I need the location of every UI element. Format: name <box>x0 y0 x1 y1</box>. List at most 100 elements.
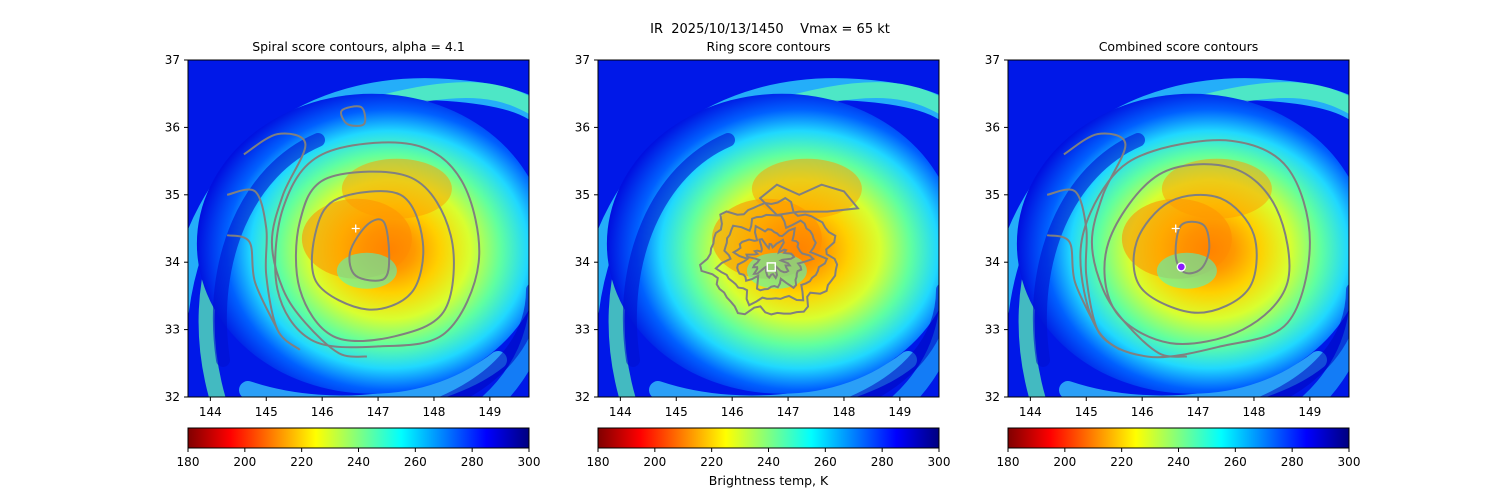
contour-ring-1 <box>1174 220 1211 275</box>
contour-arm-2 <box>226 188 301 351</box>
y-tick-label: 37 <box>985 53 1000 67</box>
colorbar-gradient <box>597 427 940 449</box>
y-tick-label: 37 <box>165 53 180 67</box>
combined-center-circle-marker <box>1176 262 1186 272</box>
colorbar-tick-label: 240 <box>347 455 370 469</box>
ring-contour-1 <box>745 237 796 280</box>
y-tick-label: 37 <box>575 53 590 67</box>
satellite-image <box>188 60 529 397</box>
colorbar-tick-label: 240 <box>757 455 780 469</box>
colorbar-tick-label: 240 <box>1167 455 1190 469</box>
x-tick-label: 147 <box>777 405 800 419</box>
colorbar-tick-label: 260 <box>404 455 427 469</box>
colorbar: 180 200 220 240 260 280 300 <box>997 427 1361 469</box>
colorbar-gradient <box>1007 427 1350 449</box>
colorbar-tick-label: 300 <box>518 455 541 469</box>
x-tick-label: 149 <box>478 405 501 419</box>
x-tick-label: 144 <box>609 405 632 419</box>
axes-frame <box>597 59 940 398</box>
x-tick-label: 145 <box>1075 405 1098 419</box>
ring-center-square-marker <box>766 262 777 272</box>
contour-arm-3 <box>226 234 279 331</box>
x-tick-label: 146 <box>721 405 744 419</box>
colorbar-tick-label: 200 <box>233 455 256 469</box>
x-tick-label: 147 <box>367 405 390 419</box>
colorbar-tick-label: 260 <box>814 455 837 469</box>
y-tick-label: 36 <box>165 120 180 134</box>
contour-island <box>340 105 367 127</box>
center-plus-marker <box>1171 224 1180 233</box>
ring-contour-lobe <box>758 183 860 217</box>
y-tick-label: 32 <box>575 390 590 404</box>
y-tick-label: 36 <box>575 120 590 134</box>
colorbar-tick-label: 280 <box>871 455 894 469</box>
colorbar-tick-label: 220 <box>290 455 313 469</box>
colorbar-tick-label: 280 <box>1281 455 1304 469</box>
contour-arm-2 <box>1046 188 1121 351</box>
panel-1: 144 145 146 147 148 149 32 33 34 35 36 37 Spiral sco… <box>165 39 541 469</box>
contour-arm-1 <box>1063 132 1188 358</box>
panel-title: Spiral score contours, alpha = 4.1 <box>252 39 465 54</box>
x-tick-label: 144 <box>199 405 222 419</box>
colorbar: 180 200 220 240 260 280 300 Brightness temp, K <box>587 427 951 488</box>
panel-title: Ring score contours <box>706 39 830 54</box>
contour-ring-4 <box>1079 139 1311 359</box>
satellite-image <box>598 60 939 397</box>
contour-arm-1 <box>243 132 368 358</box>
y-tick-label: 34 <box>575 255 590 269</box>
colorbar-tick-label: 220 <box>1110 455 1133 469</box>
contour-arm-3 <box>1046 234 1099 331</box>
colorbar-tick-label: 300 <box>1338 455 1361 469</box>
y-tick-label: 35 <box>985 188 1000 202</box>
colorbar-tick-label: 260 <box>1224 455 1247 469</box>
colorbar-tick-label: 220 <box>700 455 723 469</box>
score-contours <box>226 105 481 358</box>
colorbar-tick-label: 180 <box>587 455 610 469</box>
y-tick-label: 33 <box>165 323 180 337</box>
colorbar-tick-label: 200 <box>1053 455 1076 469</box>
axes-frame <box>187 59 530 398</box>
x-tick-label: 149 <box>1298 405 1321 419</box>
y-tick-label: 33 <box>985 323 1000 337</box>
y-tick-label: 32 <box>165 390 180 404</box>
panel-3: 144 145 146 147 148 149 32 33 34 35 36 37 Combined s… <box>985 39 1361 469</box>
x-tick-label: 148 <box>833 405 856 419</box>
colorbar-tick-label: 180 <box>177 455 200 469</box>
colorbar-label: Brightness temp, K <box>709 473 829 488</box>
contour-ring-4 <box>274 141 481 349</box>
contour-ring-2 <box>310 190 425 311</box>
score-contours <box>698 183 860 316</box>
panel-2: 144 145 146 147 148 149 32 33 34 35 36 37 Ring score… <box>575 39 951 488</box>
score-contours <box>1046 132 1311 359</box>
colorbar-tick-label: 280 <box>461 455 484 469</box>
contour-ring-2 <box>1132 193 1258 314</box>
x-tick-label: 147 <box>1187 405 1210 419</box>
y-tick-label: 32 <box>985 390 1000 404</box>
x-tick-label: 145 <box>255 405 278 419</box>
x-tick-label: 148 <box>423 405 446 419</box>
x-tick-label: 145 <box>665 405 688 419</box>
colorbar-tick-label: 300 <box>928 455 951 469</box>
y-tick-label: 35 <box>575 188 590 202</box>
x-tick-label: 146 <box>1131 405 1154 419</box>
contour-ring-1 <box>348 218 391 282</box>
ring-contour-3 <box>714 213 829 307</box>
colorbar-tick-label: 200 <box>643 455 666 469</box>
x-tick-label: 144 <box>1019 405 1042 419</box>
y-tick-label: 33 <box>575 323 590 337</box>
x-tick-label: 148 <box>1243 405 1266 419</box>
colorbar-gradient <box>187 427 530 449</box>
colorbar: 180 200 220 240 260 280 300 <box>177 427 541 469</box>
ring-contour-2 <box>731 224 816 292</box>
x-tick-label: 149 <box>888 405 911 419</box>
y-tick-label: 34 <box>165 255 180 269</box>
contour-ring-3 <box>294 170 455 343</box>
y-tick-label: 35 <box>165 188 180 202</box>
figure-suptitle: IR 2025/10/13/1450 Vmax = 65 kt <box>650 22 890 37</box>
y-tick-label: 36 <box>985 120 1000 134</box>
colorbar-tick-label: 180 <box>997 455 1020 469</box>
ring-contour-4 <box>698 196 839 316</box>
contour-ring-3 <box>1103 163 1291 345</box>
x-tick-label: 146 <box>311 405 334 419</box>
